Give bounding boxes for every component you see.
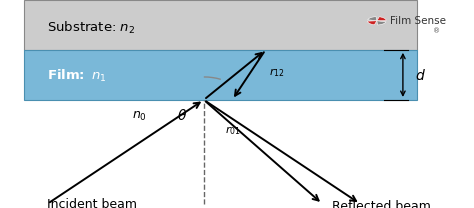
Text: ®: ®: [433, 28, 440, 34]
Text: $n_0$: $n_0$: [132, 110, 147, 123]
Text: Reflected beam: Reflected beam: [332, 200, 431, 208]
Text: $d$: $d$: [415, 68, 426, 83]
Bar: [24, 50, 417, 100]
Text: $r_{01}$: $r_{01}$: [225, 125, 241, 137]
Text: Incident beam: Incident beam: [47, 198, 137, 208]
Wedge shape: [377, 21, 386, 25]
Wedge shape: [377, 17, 386, 21]
Text: Film Sense: Film Sense: [390, 16, 446, 26]
Bar: [24, 0, 417, 50]
Wedge shape: [368, 17, 377, 21]
Text: Substrate: $n_2$: Substrate: $n_2$: [47, 20, 136, 36]
Text: $r_{12}$: $r_{12}$: [269, 66, 285, 79]
Wedge shape: [367, 21, 377, 25]
Text: Film: $\,n_1$: Film: $\,n_1$: [47, 68, 107, 84]
Text: $\theta$: $\theta$: [177, 108, 188, 123]
